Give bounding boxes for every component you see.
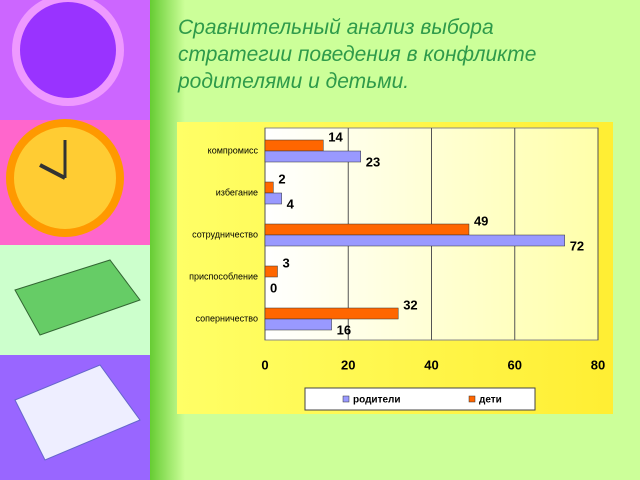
y-tick-label: избегание (216, 187, 258, 197)
papers (14, 259, 141, 336)
papers (14, 364, 141, 461)
y-tick-label: компромисс (208, 145, 259, 155)
x-tick-label: 80 (591, 357, 605, 372)
data-label: 14 (328, 129, 343, 144)
bar (264, 265, 278, 278)
bar (264, 181, 274, 194)
data-label: 23 (366, 154, 380, 169)
legend-swatch (342, 395, 350, 403)
x-tick-label: 60 (508, 357, 522, 372)
y-tick-label: приспособление (189, 271, 258, 281)
bar (264, 318, 332, 331)
data-label: 4 (287, 196, 295, 211)
legend-box (304, 387, 536, 411)
bar (264, 223, 470, 236)
data-label: 72 (570, 238, 584, 253)
title-line: родителями и детьми. (178, 70, 410, 93)
bar (264, 139, 324, 152)
title-line: Сравнительный анализ выбора (178, 16, 494, 39)
data-label: 3 (282, 255, 289, 270)
legend-label: родители (353, 395, 401, 406)
bar (264, 192, 282, 205)
y-tick-label: соперничество (196, 313, 259, 323)
clock-hand (39, 163, 66, 180)
title-line: стратегии поведения в конфликте (178, 43, 537, 66)
bar (264, 307, 399, 320)
legend-label: дети (479, 395, 502, 406)
data-label: 16 (337, 322, 351, 337)
data-label: 49 (474, 213, 488, 228)
title: Сравнительный анализ выбора стратегии по… (178, 14, 536, 95)
data-label: 0 (270, 280, 277, 295)
x-tick-label: 20 (341, 357, 355, 372)
clock (12, 0, 124, 106)
y-tick-label: сотрудничество (192, 229, 258, 239)
bar (264, 150, 361, 163)
bar (264, 234, 565, 247)
legend-swatch (468, 395, 476, 403)
x-tick-label: 40 (424, 357, 438, 372)
x-tick-label: 0 (261, 357, 268, 372)
data-label: 2 (278, 171, 285, 186)
data-label: 32 (403, 297, 417, 312)
